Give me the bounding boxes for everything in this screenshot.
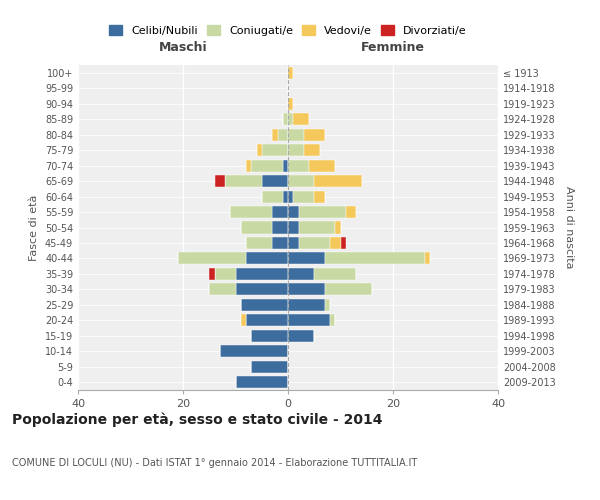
Bar [325, 252, 425, 264]
Bar [288, 284, 325, 296]
Bar [246, 252, 288, 264]
Bar [309, 160, 335, 172]
Bar [235, 268, 288, 280]
Bar [288, 330, 314, 342]
Bar [257, 144, 262, 156]
Bar [314, 175, 361, 187]
Bar [293, 190, 314, 202]
Bar [288, 252, 325, 264]
Bar [299, 206, 346, 218]
Bar [288, 113, 293, 125]
Bar [246, 237, 272, 249]
Bar [288, 66, 293, 79]
Bar [220, 346, 288, 358]
Bar [330, 314, 335, 326]
Bar [262, 144, 288, 156]
Bar [209, 268, 215, 280]
Bar [335, 222, 341, 234]
Bar [241, 314, 246, 326]
Bar [246, 314, 288, 326]
Bar [288, 144, 304, 156]
Legend: Celibi/Nubili, Coniugati/e, Vedovi/e, Divorziati/e: Celibi/Nubili, Coniugati/e, Vedovi/e, Di… [109, 25, 467, 36]
Bar [346, 206, 356, 218]
Bar [288, 206, 299, 218]
Bar [288, 175, 314, 187]
Bar [272, 237, 288, 249]
Bar [209, 284, 235, 296]
Bar [235, 284, 288, 296]
Bar [246, 160, 251, 172]
Bar [272, 206, 288, 218]
Bar [288, 314, 330, 326]
Bar [288, 128, 304, 140]
Bar [235, 376, 288, 388]
Bar [330, 237, 341, 249]
Bar [288, 190, 293, 202]
Bar [288, 160, 309, 172]
Bar [304, 144, 320, 156]
Y-axis label: Fasce di età: Fasce di età [29, 194, 39, 260]
Bar [283, 160, 288, 172]
Bar [230, 206, 272, 218]
Bar [251, 160, 283, 172]
Bar [272, 128, 277, 140]
Text: COMUNE DI LOCULI (NU) - Dati ISTAT 1° gennaio 2014 - Elaborazione TUTTITALIA.IT: COMUNE DI LOCULI (NU) - Dati ISTAT 1° ge… [12, 458, 417, 468]
Bar [314, 268, 356, 280]
Bar [288, 98, 293, 110]
Bar [272, 222, 288, 234]
Bar [178, 252, 246, 264]
Bar [215, 175, 225, 187]
Bar [341, 237, 346, 249]
Bar [288, 299, 325, 311]
Text: Maschi: Maschi [158, 41, 208, 54]
Bar [251, 330, 288, 342]
Text: Femmine: Femmine [361, 41, 425, 54]
Bar [288, 222, 299, 234]
Bar [241, 222, 272, 234]
Bar [304, 128, 325, 140]
Bar [215, 268, 235, 280]
Bar [262, 175, 288, 187]
Bar [288, 268, 314, 280]
Bar [299, 237, 330, 249]
Text: Popolazione per età, sesso e stato civile - 2014: Popolazione per età, sesso e stato civil… [12, 412, 383, 427]
Y-axis label: Anni di nascita: Anni di nascita [564, 186, 574, 269]
Bar [241, 299, 288, 311]
Bar [277, 128, 288, 140]
Bar [325, 299, 330, 311]
Bar [283, 113, 288, 125]
Bar [283, 190, 288, 202]
Bar [325, 284, 372, 296]
Bar [425, 252, 430, 264]
Bar [251, 361, 288, 373]
Bar [299, 222, 335, 234]
Bar [225, 175, 262, 187]
Bar [293, 113, 309, 125]
Bar [262, 190, 283, 202]
Bar [288, 237, 299, 249]
Bar [314, 190, 325, 202]
